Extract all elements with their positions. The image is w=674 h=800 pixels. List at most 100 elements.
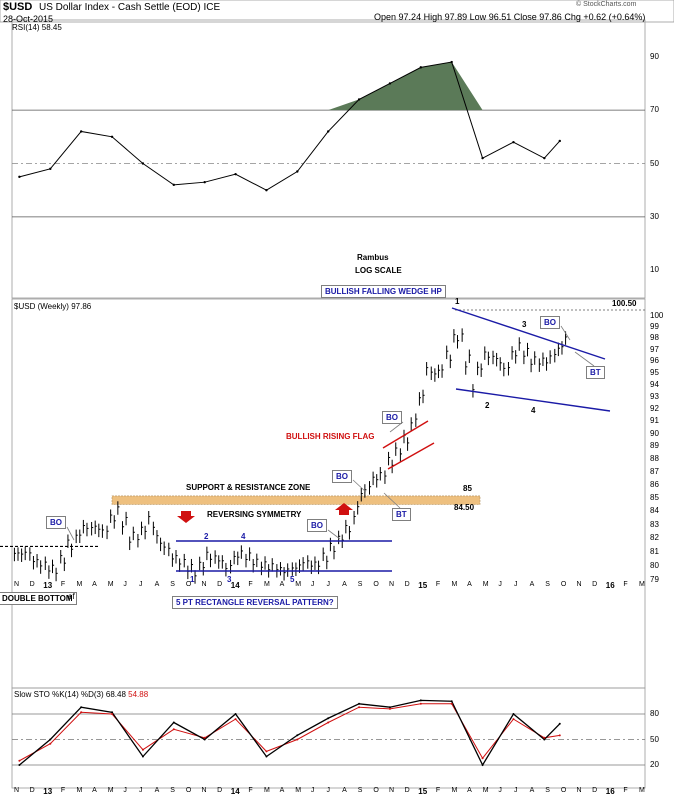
price-tick-label: 97 bbox=[650, 344, 659, 354]
rsi-overbought-fill bbox=[328, 62, 483, 111]
bo-box-1: BO bbox=[46, 516, 66, 529]
x-axis-label: J bbox=[310, 787, 315, 794]
rsi-legend: RSI(14) 58.45 bbox=[12, 23, 62, 32]
x-axis-label: D bbox=[404, 787, 410, 794]
x-axis-label: F bbox=[60, 787, 66, 794]
price-tick-label: 83 bbox=[650, 519, 659, 529]
x-axis-label: D bbox=[217, 581, 223, 588]
x-axis-label: M bbox=[295, 581, 302, 588]
sto-k-point-0 bbox=[18, 764, 21, 766]
rsi-line bbox=[19, 61, 561, 191]
sto-k-point-1 bbox=[49, 738, 52, 741]
sto-d-point-16 bbox=[512, 718, 515, 721]
bo-box-5: BO bbox=[540, 316, 560, 329]
x-axis-label: S bbox=[545, 581, 550, 588]
rsi-point-4 bbox=[141, 162, 145, 165]
x-axis-label: 15 bbox=[418, 787, 428, 796]
x-axis-label: N bbox=[576, 581, 582, 588]
callout-pointer-1 bbox=[327, 529, 341, 540]
rsi-point-13 bbox=[419, 66, 423, 69]
x-axis-label: D bbox=[29, 581, 35, 588]
x-axis-label: A bbox=[154, 581, 160, 588]
rsi-tick-label: 10 bbox=[650, 265, 659, 275]
sto-k-point-3 bbox=[111, 711, 114, 714]
x-axis-label: M bbox=[76, 787, 83, 794]
x-axis-label: J bbox=[123, 787, 127, 794]
rsi-point-0 bbox=[18, 175, 21, 179]
rect-point-5: 5 bbox=[290, 575, 295, 584]
sto-k-line bbox=[18, 699, 561, 767]
x-axis-label: N bbox=[389, 787, 395, 794]
price-tick-label: 85 bbox=[650, 492, 659, 502]
x-axis-label: M bbox=[482, 787, 489, 794]
rsi-point-5 bbox=[172, 183, 176, 187]
x-axis-label: D bbox=[592, 581, 598, 588]
x-axis-label: O bbox=[185, 787, 192, 794]
price-tick-label: 81 bbox=[650, 546, 659, 556]
sto-d-point-18 bbox=[558, 734, 561, 737]
x-axis-label: O bbox=[373, 787, 379, 794]
sto-d-point-1 bbox=[49, 742, 52, 745]
sto-d-point-11 bbox=[358, 706, 361, 709]
flag-lower-line bbox=[387, 442, 435, 470]
double-bottom-label: DOUBLE BOTTOM bbox=[0, 592, 77, 605]
price-tick-label: 89 bbox=[650, 441, 659, 451]
sto-d-point-7 bbox=[234, 718, 237, 721]
sto-legend: Slow STO %K(14) %D(3) 68.48 54.88 bbox=[14, 690, 149, 699]
bt-box-1: BT bbox=[392, 508, 411, 521]
sto-d-point-9 bbox=[296, 738, 299, 741]
x-axis-label: A bbox=[467, 581, 472, 588]
sto-d-line bbox=[19, 703, 560, 762]
sto-d-point-12 bbox=[388, 707, 391, 710]
x-axis-label: A bbox=[92, 581, 97, 588]
rect-point-2: 2 bbox=[204, 532, 209, 541]
rsi-point-16 bbox=[512, 140, 515, 144]
level-8450-label: 84.50 bbox=[454, 503, 475, 512]
panel-frame-1 bbox=[11, 19, 646, 299]
ohlc-readout: Open 97.24 High 97.89 Low 96.51 Close 97… bbox=[374, 12, 646, 22]
x-axis-label: A bbox=[342, 581, 347, 588]
sto-k-point-8 bbox=[265, 755, 268, 758]
callout-pointer-0 bbox=[66, 526, 75, 541]
reversing-label: REVERSING SYMMETRY bbox=[207, 510, 302, 519]
wedge-lower-line bbox=[455, 388, 611, 412]
sto-k-point-10 bbox=[327, 717, 330, 720]
sto-d-point-3 bbox=[111, 713, 114, 715]
price-tick-label: 92 bbox=[650, 404, 659, 414]
x-axis-label: J bbox=[310, 581, 315, 588]
sto-k-point-15 bbox=[481, 764, 484, 766]
x-axis-label: A bbox=[92, 787, 97, 794]
sto-d-point-4 bbox=[141, 748, 144, 751]
rsi-tick-label: 50 bbox=[650, 158, 659, 168]
wedge-label: BULLISH FALLING WEDGE HP bbox=[321, 285, 446, 298]
rect-point-3: 3 bbox=[227, 575, 232, 584]
sto-d-point-14 bbox=[450, 702, 453, 705]
sto-tick-label: 50 bbox=[650, 734, 659, 744]
sto-k-point-11 bbox=[358, 702, 361, 705]
wedge-point-1: 1 bbox=[455, 297, 460, 306]
partial-label: ef bbox=[68, 592, 75, 601]
x-axis-label: J bbox=[498, 581, 502, 588]
x-axis-label: M bbox=[264, 581, 270, 588]
price-tick-label: 79 bbox=[650, 575, 659, 584]
x-axis-label: M bbox=[639, 787, 645, 794]
sto-k-point-16 bbox=[512, 713, 515, 715]
price-tick-label: 94 bbox=[650, 379, 659, 389]
price-tick-label: 100 bbox=[650, 310, 664, 320]
x-axis-label: O bbox=[560, 787, 567, 794]
x-axis-label: S bbox=[357, 581, 363, 588]
sto-d-point-13 bbox=[419, 702, 422, 705]
wedge-point-2: 2 bbox=[485, 401, 490, 410]
price-tick-label: 88 bbox=[650, 453, 659, 463]
x-axis-label: F bbox=[435, 581, 441, 588]
x-axis-label: F bbox=[623, 581, 628, 588]
x-axis-label: S bbox=[357, 787, 363, 794]
rsi-point-10 bbox=[326, 130, 330, 133]
x-axis-label: J bbox=[139, 581, 143, 588]
price-legend: $USD (Weekly) 97.86 bbox=[14, 302, 92, 311]
price-tick-label: 96 bbox=[650, 356, 659, 366]
x-axis-label: M bbox=[76, 581, 83, 588]
rsi-tick-label: 30 bbox=[650, 211, 659, 221]
sto-d-point-10 bbox=[327, 721, 330, 724]
